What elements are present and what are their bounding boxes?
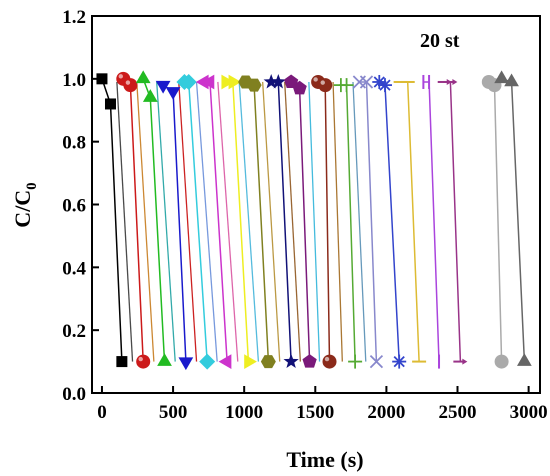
data-point bbox=[369, 354, 384, 369]
data-point bbox=[283, 353, 299, 369]
series-line bbox=[271, 81, 292, 362]
data-point bbox=[218, 354, 232, 369]
y-axis-title-main: C/C bbox=[10, 190, 35, 228]
series-line bbox=[317, 81, 331, 362]
x-tick-label: 1500 bbox=[296, 402, 334, 423]
series-line bbox=[284, 81, 302, 362]
series-markers bbox=[96, 70, 532, 371]
series-line bbox=[116, 81, 134, 362]
data-point bbox=[462, 358, 468, 365]
data-point bbox=[494, 70, 509, 84]
series-line bbox=[352, 81, 367, 362]
data-point-highlight bbox=[118, 74, 123, 79]
y-tick-label: 1.2 bbox=[62, 7, 86, 28]
y-axis-title: C/C0 bbox=[10, 182, 40, 227]
series-line bbox=[378, 81, 400, 362]
y-tick-label: 0.2 bbox=[62, 321, 86, 342]
series-line bbox=[156, 81, 176, 362]
series-line bbox=[488, 81, 503, 362]
data-point bbox=[504, 73, 519, 87]
series-line bbox=[225, 81, 250, 362]
data-point bbox=[201, 74, 215, 90]
series-line bbox=[290, 81, 311, 362]
data-point bbox=[494, 354, 509, 369]
data-point bbox=[135, 70, 151, 84]
data-point-highlight bbox=[320, 80, 325, 85]
data-point bbox=[228, 74, 242, 90]
annotation-label: 20 st bbox=[420, 30, 460, 52]
x-tick-label: 0 bbox=[97, 402, 107, 423]
data-point bbox=[116, 356, 128, 368]
data-point bbox=[452, 78, 458, 85]
data-point bbox=[244, 354, 257, 369]
data-point bbox=[104, 98, 116, 110]
series-line bbox=[142, 78, 166, 362]
y-tick-label: 0.6 bbox=[62, 196, 86, 217]
data-point bbox=[246, 78, 262, 92]
data-point-highlight bbox=[324, 356, 330, 362]
data-point bbox=[142, 89, 158, 102]
x-tick-label: 3000 bbox=[510, 402, 548, 423]
data-point bbox=[155, 80, 171, 94]
data-point bbox=[165, 87, 181, 100]
series-line bbox=[501, 78, 526, 362]
data-point bbox=[96, 73, 108, 85]
series-line bbox=[308, 81, 321, 362]
x-axis-title: Time (s) bbox=[286, 447, 363, 472]
data-point bbox=[157, 353, 172, 366]
axis-ticks: 0 500 1000 1500 2000 2500 3000 0.0 0.2 0.4 0.6 0.8 1… bbox=[62, 7, 547, 423]
series-lines bbox=[101, 78, 526, 362]
data-point bbox=[322, 354, 337, 369]
series-line bbox=[195, 81, 218, 362]
data-point bbox=[178, 357, 194, 371]
series-line bbox=[359, 81, 378, 362]
data-point-highlight bbox=[125, 80, 131, 85]
series-line bbox=[136, 81, 155, 362]
series-line bbox=[444, 81, 462, 362]
x-tick-label: 1000 bbox=[225, 402, 263, 423]
data-point bbox=[292, 80, 307, 95]
x-tick-label: 2000 bbox=[367, 402, 405, 423]
data-point bbox=[180, 73, 197, 90]
y-tick-label: 1.0 bbox=[62, 70, 86, 91]
y-tick-label: 0.0 bbox=[62, 384, 86, 405]
series-line bbox=[238, 81, 260, 362]
data-point bbox=[302, 354, 317, 368]
plot-frame bbox=[91, 15, 541, 394]
data-point bbox=[221, 74, 235, 90]
series-line bbox=[340, 84, 356, 362]
x-tick-label: 500 bbox=[159, 402, 188, 423]
data-point bbox=[123, 78, 138, 93]
series-line bbox=[122, 78, 144, 362]
data-point bbox=[199, 353, 216, 370]
data-point-highlight bbox=[138, 356, 143, 362]
data-point bbox=[516, 353, 532, 366]
y-tick-label: 0.8 bbox=[62, 133, 86, 154]
data-point bbox=[379, 79, 391, 91]
data-point-highlight bbox=[313, 77, 318, 82]
data-point bbox=[263, 73, 279, 89]
series-line bbox=[217, 81, 239, 362]
series-line bbox=[204, 81, 228, 362]
series-line bbox=[178, 81, 198, 362]
data-point bbox=[393, 355, 405, 368]
data-point bbox=[318, 78, 333, 93]
x-tick-label: 2500 bbox=[439, 402, 477, 423]
series-line bbox=[332, 81, 343, 362]
data-point bbox=[359, 75, 374, 89]
y-axis-title-subscript: 0 bbox=[24, 182, 40, 190]
series-line bbox=[423, 81, 440, 362]
series-line bbox=[400, 81, 420, 362]
series-line bbox=[262, 81, 281, 362]
data-point bbox=[270, 73, 286, 89]
data-point bbox=[373, 76, 385, 88]
data-point bbox=[260, 355, 276, 369]
data-point bbox=[136, 354, 151, 369]
y-tick-label: 0.4 bbox=[62, 258, 86, 279]
